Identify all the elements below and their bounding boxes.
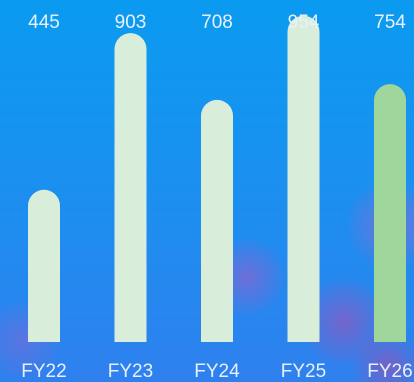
value-label-fy26: 754 [374, 12, 406, 33]
category-label-fy26: FY26 [367, 361, 412, 382]
bar-fy26 [374, 84, 406, 342]
bar-fy25 [287, 15, 320, 343]
bar-fy23 [114, 33, 147, 342]
value-label-fy23: 903 [115, 12, 147, 33]
category-label-fy24: FY24 [194, 361, 240, 382]
category-labels-layer: FY22 FY23 FY24 FY25 FY26 [21, 361, 412, 382]
category-label-fy22: FY22 [21, 361, 66, 382]
bar-fy22 [28, 189, 60, 342]
bars-layer [28, 15, 406, 343]
category-label-fy25: FY25 [281, 361, 326, 382]
value-label-fy25: 954 [288, 12, 320, 33]
bar-fy24 [201, 99, 233, 342]
value-label-fy24: 708 [201, 12, 233, 33]
value-label-fy22: 445 [28, 12, 60, 33]
category-label-fy23: FY23 [108, 361, 153, 382]
value-labels-layer: 445 903 708 954 754 [28, 12, 406, 33]
